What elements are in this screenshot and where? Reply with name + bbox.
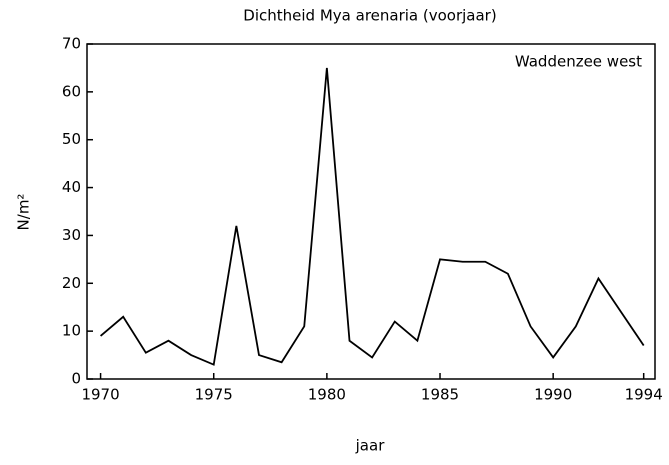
x-tick-label: 1994 bbox=[625, 386, 663, 404]
x-tick-label: 1970 bbox=[81, 386, 119, 404]
annotation: Waddenzee west bbox=[515, 53, 642, 71]
y-tick-label: 10 bbox=[62, 322, 81, 340]
data-line bbox=[99, 67, 645, 366]
x-tick-label: 1980 bbox=[308, 386, 346, 404]
x-tick-label: 1975 bbox=[195, 386, 233, 404]
chart-title: Dichtheid Mya arenaria (voorjaar) bbox=[243, 7, 496, 25]
x-tick-label: 1985 bbox=[421, 386, 459, 404]
y-tick-label: 0 bbox=[71, 370, 81, 388]
y-tick-label: 60 bbox=[62, 82, 81, 100]
y-axis-label: N/m² bbox=[15, 194, 33, 231]
y-tick-label: 70 bbox=[62, 35, 81, 53]
y-tick-label: 50 bbox=[62, 130, 81, 148]
y-tick-label: 40 bbox=[62, 178, 81, 196]
y-tick-label: 20 bbox=[62, 274, 81, 292]
plot-frame bbox=[86, 43, 656, 380]
x-tick-label: 1990 bbox=[534, 386, 572, 404]
y-tick-label: 30 bbox=[62, 226, 81, 244]
x-axis-label: jaar bbox=[355, 437, 386, 455]
